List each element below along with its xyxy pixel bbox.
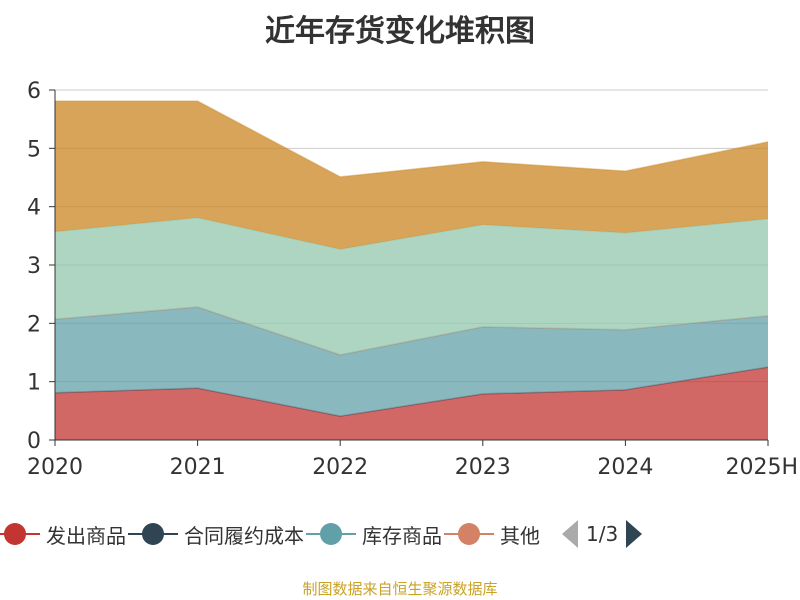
legend-marker-icon: [306, 523, 356, 545]
legend-marker-icon: [128, 523, 178, 545]
x-tick-label: 2020: [27, 455, 83, 480]
legend-next-icon[interactable]: [626, 520, 643, 548]
area-series-2: [55, 307, 768, 417]
legend-label: 其他: [500, 523, 540, 548]
x-tick-label: 2022: [312, 455, 368, 480]
area-series-4: [55, 217, 768, 355]
y-tick-label: 2: [27, 312, 41, 337]
y-tick-label: 1: [27, 371, 41, 396]
legend-item[interactable]: 库存商品: [306, 520, 442, 549]
legend-prev-icon[interactable]: [562, 520, 578, 548]
legend-marker-icon: [0, 523, 40, 545]
legend-page: 1/3: [586, 522, 619, 546]
y-tick-label: 5: [27, 137, 41, 162]
legend-item[interactable]: 合同履约成本: [128, 520, 304, 549]
x-tick-label: 2024: [597, 455, 653, 480]
legend-item[interactable]: 发出商品: [0, 520, 126, 549]
x-tick-label: 2021: [170, 455, 226, 480]
legend-pager: 1/3: [562, 520, 643, 548]
area-series-0: [55, 367, 768, 440]
chart-title: 近年存货变化堆积图: [265, 14, 535, 49]
legend-label: 库存商品: [362, 523, 442, 548]
legend-item[interactable]: 其他: [444, 520, 540, 549]
legend-marker-icon: [444, 523, 494, 545]
line-series-5: [55, 100, 769, 178]
legend-label: 发出商品: [46, 523, 126, 548]
x-tick-label: 2025H: [725, 455, 798, 480]
y-tick-label: 6: [27, 79, 41, 104]
y-tick-label: 4: [27, 196, 41, 221]
y-tick-label: 0: [27, 429, 41, 454]
data-source: 制图数据来自恒生聚源数据库: [302, 580, 498, 598]
area-series-5: [55, 101, 768, 250]
y-tick-label: 3: [27, 254, 41, 279]
x-tick-label: 2023: [455, 455, 511, 480]
legend: 发出商品 合同履约成本 库存商品 其他 1/3: [0, 518, 643, 550]
legend-label: 合同履约成本: [184, 523, 304, 548]
